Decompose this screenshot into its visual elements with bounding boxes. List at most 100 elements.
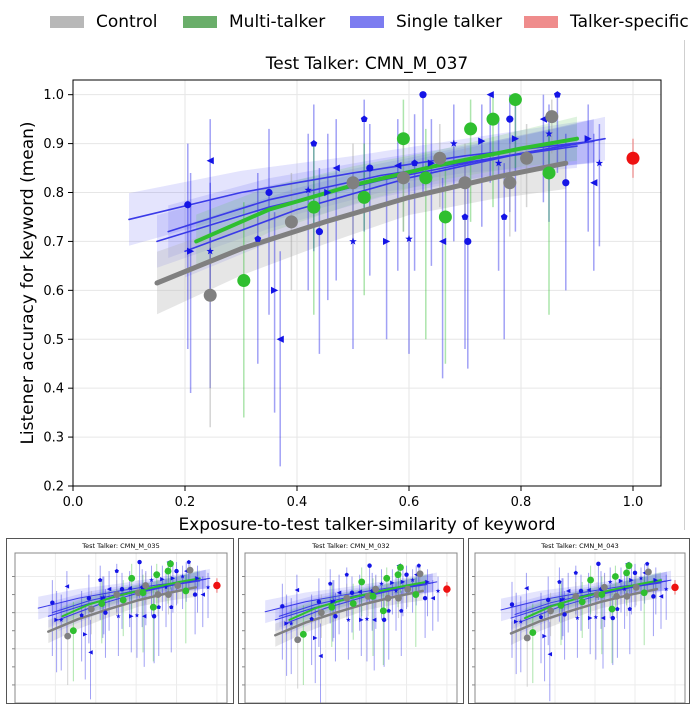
point-single <box>422 595 428 601</box>
point-single <box>393 588 399 593</box>
point-single <box>651 594 656 599</box>
point-single <box>54 617 59 623</box>
trend-line-control <box>274 589 424 637</box>
point-single <box>98 577 103 582</box>
legend-label: Single talker <box>396 12 503 32</box>
point-multi <box>587 576 595 584</box>
point-single <box>331 598 337 603</box>
point-single <box>524 586 529 591</box>
legend-label: Multi-talker <box>229 12 326 32</box>
point-single <box>509 602 515 607</box>
point-multi <box>529 629 537 636</box>
point-single <box>280 604 285 609</box>
y-tick-label: 0.8 <box>43 186 64 201</box>
x-tick-label: 1.0 <box>623 495 644 510</box>
point-single <box>607 579 613 584</box>
point-single <box>575 615 580 621</box>
point-single <box>50 600 55 605</box>
point-single <box>316 599 322 605</box>
point-control <box>343 594 351 602</box>
point-single <box>328 581 333 586</box>
legend-item-talker-specific: Talker-specific <box>524 10 689 34</box>
point-single <box>547 651 553 657</box>
trend-line-single <box>167 145 578 233</box>
point-single <box>584 135 592 143</box>
point-control <box>632 583 640 591</box>
point-single <box>134 612 140 618</box>
point-single <box>542 633 547 639</box>
point-control <box>113 591 121 598</box>
point-single <box>101 594 107 600</box>
point-multi <box>611 573 619 580</box>
point-single <box>315 228 323 236</box>
point-single <box>410 577 415 583</box>
point-single <box>539 115 547 123</box>
legend: Control Multi-talker Single talker Talke… <box>0 0 690 42</box>
point-control <box>572 592 580 600</box>
trend-line-single <box>514 582 662 615</box>
point-single <box>629 577 634 583</box>
point-control <box>458 176 472 190</box>
point-single <box>169 604 174 610</box>
point-multi <box>128 574 136 582</box>
trend-line-control <box>509 587 659 635</box>
point-single <box>553 91 561 98</box>
trend-line-control <box>154 160 569 286</box>
x-tick-label: 0.4 <box>287 495 308 510</box>
trend-line-control <box>47 586 197 633</box>
point-single <box>187 247 195 255</box>
point-multi <box>379 607 387 615</box>
point-multi <box>412 591 420 598</box>
point-single <box>450 139 458 147</box>
point-single <box>404 572 409 577</box>
point-single <box>538 614 544 619</box>
point-single <box>333 614 338 619</box>
point-single <box>336 590 342 595</box>
point-single <box>390 580 395 586</box>
point-multi <box>508 93 522 107</box>
legend-label: Talker-specific <box>570 12 689 32</box>
chart-title: Test Talker: CMN_M_032 <box>311 542 389 550</box>
point-single <box>163 584 169 590</box>
legend-swatch-talker-specific <box>524 16 558 28</box>
point-single <box>416 563 421 568</box>
point-single <box>359 617 364 623</box>
point-control <box>545 110 559 124</box>
point-single <box>562 612 567 617</box>
point-control <box>396 171 410 185</box>
point-specific <box>626 151 640 165</box>
point-multi <box>419 171 433 185</box>
point-single <box>615 606 620 611</box>
point-single <box>366 164 374 172</box>
point-control <box>174 582 182 589</box>
point-multi <box>578 598 586 606</box>
point-single <box>381 617 387 623</box>
x-tick-label: 0.2 <box>175 495 196 510</box>
point-specific <box>443 585 451 593</box>
point-single <box>400 579 406 585</box>
point-single <box>645 561 650 566</box>
point-single <box>346 617 351 622</box>
point-single <box>663 586 669 592</box>
point-multi <box>164 567 172 575</box>
point-single <box>271 286 279 294</box>
point-single <box>149 577 154 583</box>
point-single <box>486 91 494 99</box>
point-single <box>184 201 192 209</box>
point-multi <box>397 564 404 571</box>
point-single <box>518 619 524 624</box>
point-multi <box>237 274 251 288</box>
point-single <box>192 592 198 597</box>
point-single <box>587 615 593 621</box>
point-multi <box>98 600 106 608</box>
point-single <box>288 621 294 626</box>
y-tick-label: 0.5 <box>43 333 64 348</box>
point-control <box>186 566 194 574</box>
y-axis-label: Listener accuracy for keyword (mean) <box>18 121 38 444</box>
point-multi <box>328 603 336 611</box>
point-single <box>578 588 584 594</box>
point-single <box>206 157 214 165</box>
point-multi <box>349 600 357 608</box>
point-single <box>565 588 571 594</box>
point-single <box>494 159 503 167</box>
